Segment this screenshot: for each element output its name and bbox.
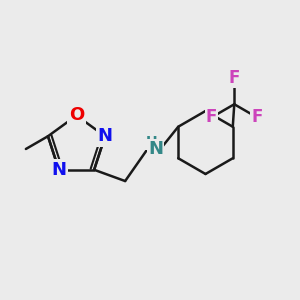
Text: F: F xyxy=(251,108,262,126)
Text: H: H xyxy=(146,135,158,149)
Text: F: F xyxy=(206,108,218,126)
Text: N: N xyxy=(51,161,66,179)
Text: N: N xyxy=(148,140,163,158)
Text: O: O xyxy=(69,106,84,124)
Text: F: F xyxy=(229,69,240,87)
Text: N: N xyxy=(98,127,112,145)
